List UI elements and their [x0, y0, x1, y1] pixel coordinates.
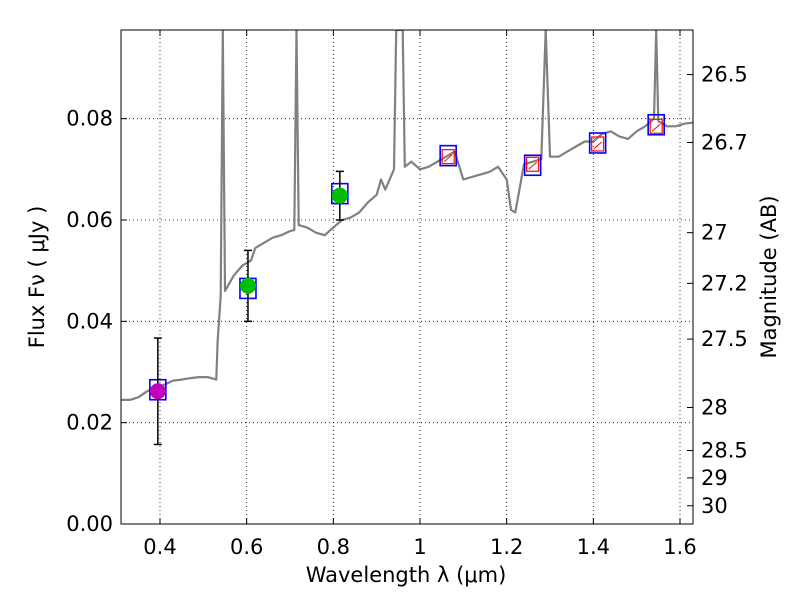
- x-tick-label: 1: [413, 535, 426, 559]
- axis-ticks: 0.4 0.6 0.8 1 1.2 1.4 1.6 0.00 0.02 0.04 0.06 0.08 2…: [66, 30, 748, 559]
- x-tick-label: 0.4: [143, 535, 176, 559]
- mag-tick-label: 30: [701, 494, 728, 518]
- grid-lines: [121, 30, 693, 525]
- x-tick-label: 1.4: [577, 535, 610, 559]
- upper-limit-slash: [593, 141, 602, 150]
- detection-point: [239, 277, 256, 294]
- x-tick-label: 0.8: [317, 535, 350, 559]
- upper-limit-marker: [649, 118, 663, 134]
- y-tick-label: 0.06: [66, 208, 113, 232]
- mag-tick-label: 27.2: [701, 271, 748, 295]
- y-axis-label: Flux Fν ( μJy ): [25, 206, 49, 349]
- upper-limit-slash: [651, 123, 661, 132]
- x-tick-label: 1.6: [663, 535, 696, 559]
- x-tick-label: 0.6: [230, 535, 263, 559]
- mag-tick-label: 26.7: [701, 130, 748, 154]
- mag-tick-label: 28.5: [701, 439, 748, 463]
- detection-point: [331, 187, 348, 204]
- upper-limit-marker: [526, 156, 540, 172]
- spectrum-group: [121, 30, 693, 401]
- mag-tick-label: 29: [701, 466, 728, 490]
- x-axis-label: Wavelength λ (μm): [306, 563, 507, 587]
- right-axis-label: Magnitude (AB): [757, 195, 781, 358]
- upper-limit-slash: [528, 161, 537, 170]
- mag-tick-label: 28: [701, 395, 728, 419]
- y-tick-label: 0.02: [66, 411, 113, 435]
- model-flux-marker: [439, 144, 457, 167]
- y-tick-label: 0.04: [66, 309, 113, 333]
- mag-tick-label: 27: [701, 221, 728, 245]
- model-flux-marker: [647, 113, 665, 136]
- y-tick-label: 0.08: [66, 107, 113, 131]
- model-flux-marker: [523, 154, 542, 177]
- upper-limit-slash: [443, 154, 453, 163]
- photometry-points: [149, 113, 665, 446]
- upper-limit-marker: [441, 149, 455, 165]
- detection-point: [149, 383, 166, 400]
- plot-frame: [120, 29, 694, 525]
- y-tick-label: 0.00: [66, 512, 113, 536]
- mag-tick-label: 26.5: [701, 63, 748, 87]
- spectrum-line: [121, 30, 693, 401]
- mag-tick-label: 27.5: [701, 327, 748, 351]
- upper-limit-marker: [591, 136, 605, 152]
- model-flux-marker: [588, 132, 607, 154]
- x-tick-label: 1.2: [490, 535, 523, 559]
